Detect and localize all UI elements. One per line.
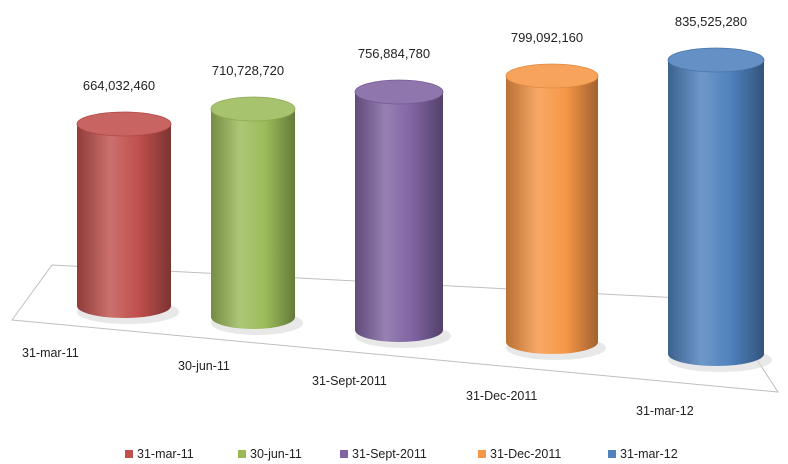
- data-label: 710,728,720: [212, 63, 284, 78]
- legend-label: 31-Sept-2011: [352, 447, 427, 461]
- legend: 31-mar-11 30-jun-11 31-Sept-2011 31-Dec-201…: [125, 447, 678, 461]
- legend-swatch: [238, 450, 246, 458]
- data-label: 799,092,160: [511, 30, 583, 45]
- legend-swatch: [478, 450, 486, 458]
- data-label: 664,032,460: [83, 78, 155, 93]
- legend-label: 30-jun-11: [250, 447, 302, 461]
- bar-31-mar-11: [76, 111, 179, 324]
- bars-group: [76, 47, 772, 372]
- labels-group: 664,032,460 31-mar-11 710,728,720 30-jun-11…: [22, 14, 747, 418]
- category-label: 31-mar-12: [636, 404, 694, 418]
- bar-top: [354, 79, 444, 105]
- bar-30-jun-11: [210, 96, 303, 335]
- legend-label: 31-Dec-2011: [490, 447, 561, 461]
- category-label: 31-Sept-2011: [312, 374, 387, 388]
- bar-top: [210, 96, 296, 122]
- legend-item: 31-mar-11: [125, 447, 194, 461]
- bar-body: [211, 109, 295, 329]
- legend-swatch: [125, 450, 133, 458]
- bar-body: [668, 60, 764, 366]
- bar-body: [506, 76, 598, 354]
- data-label: 756,884,780: [358, 46, 430, 61]
- bar-top: [667, 47, 765, 73]
- legend-item: 31-mar-12: [608, 447, 678, 461]
- category-label: 30-jun-11: [178, 359, 230, 373]
- bar-31-Dec-2011: [505, 63, 606, 360]
- legend-swatch: [340, 450, 348, 458]
- legend-item: 31-Dec-2011: [478, 447, 561, 461]
- legend-label: 31-mar-12: [620, 447, 678, 461]
- bar-31-Sept-2011: [354, 79, 451, 348]
- legend-swatch: [608, 450, 616, 458]
- data-label: 835,525,280: [675, 14, 747, 29]
- bar-top: [505, 63, 599, 89]
- bar-body: [355, 92, 443, 342]
- bar-top: [76, 111, 172, 137]
- legend-item: 30-jun-11: [238, 447, 302, 461]
- bar-31-mar-12: [667, 47, 772, 372]
- category-label: 31-mar-11: [22, 346, 79, 360]
- category-label: 31-Dec-2011: [466, 389, 537, 403]
- legend-label: 31-mar-11: [137, 447, 194, 461]
- bar-body: [77, 124, 171, 318]
- legend-item: 31-Sept-2011: [340, 447, 427, 461]
